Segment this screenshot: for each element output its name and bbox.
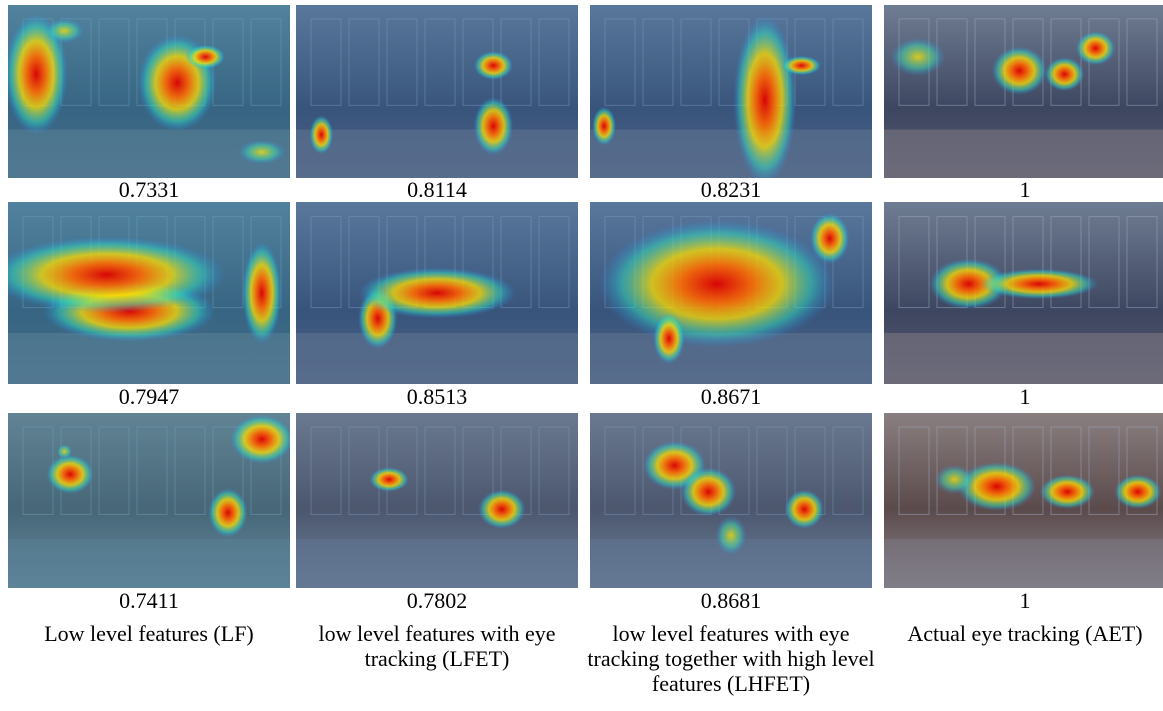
heat-blob: [57, 444, 73, 459]
column-caption: low level features with eye tracking (LF…: [292, 621, 582, 671]
heat-blob: [715, 516, 747, 555]
heat-blob: [474, 51, 513, 80]
column-caption: Actual eye tracking (AET): [880, 621, 1163, 646]
heat-blob: [310, 115, 334, 154]
heat-blob: [478, 490, 525, 529]
score: 1: [884, 385, 1163, 409]
ground: [884, 539, 1163, 588]
heat-blob: [598, 220, 835, 347]
figure: {"rows": [ {"scores": [0.7331, 0.8114, 0…: [0, 0, 1163, 711]
column-caption: low level features with eye tracking tog…: [586, 621, 876, 696]
saliency-image: [296, 413, 578, 588]
heat-blob: [186, 45, 225, 69]
ground: [884, 130, 1163, 178]
saliency-image: [8, 202, 290, 384]
overlay: [296, 5, 578, 178]
overlay: [590, 5, 872, 178]
heat-blob: [238, 140, 285, 164]
heat-blob: [733, 15, 796, 178]
score: 0.7802: [296, 589, 578, 613]
score: 0.7411: [8, 589, 290, 613]
saliency-image: [8, 5, 290, 178]
heat-blob: [890, 38, 945, 77]
saliency-image: [8, 413, 290, 588]
heat-blob: [681, 467, 736, 516]
heat-blob: [358, 268, 516, 319]
saliency-image: [884, 5, 1163, 178]
heat-blob: [1114, 475, 1161, 509]
score: 1: [884, 178, 1163, 202]
score: 0.7331: [8, 178, 290, 202]
overlay: [296, 413, 578, 588]
heat-blob: [653, 313, 685, 364]
score: 0.8231: [590, 178, 872, 202]
heat-blob: [785, 490, 824, 529]
score: 0.8114: [296, 178, 578, 202]
saliency-image: [590, 413, 872, 588]
heat-blob: [992, 47, 1047, 95]
saliency-image: [296, 202, 578, 384]
saliency-image: [590, 5, 872, 178]
heat-blob: [592, 107, 616, 146]
heat-blob: [935, 465, 974, 494]
score: 0.7947: [8, 385, 290, 409]
heat-blob: [980, 269, 1098, 300]
heat-blob: [1045, 57, 1084, 91]
ground: [884, 333, 1163, 384]
heat-blob: [46, 455, 93, 494]
heat-blob: [1040, 475, 1095, 509]
heat-blob: [369, 467, 408, 492]
heat-blob: [45, 19, 84, 43]
score: 0.8513: [296, 385, 578, 409]
heat-blob: [810, 213, 849, 264]
saliency-image: [590, 202, 872, 384]
heat-blob: [208, 488, 247, 537]
heat-blob: [242, 242, 281, 344]
score: 0.8671: [590, 385, 872, 409]
score: 1: [884, 589, 1163, 613]
heat-blob: [782, 56, 821, 75]
saliency-image: [884, 202, 1163, 384]
score: 0.8681: [590, 589, 872, 613]
heat-blob: [1076, 31, 1115, 65]
saliency-image: [296, 5, 578, 178]
saliency-image: [884, 413, 1163, 588]
column-caption: Low level features (LF): [4, 621, 294, 646]
heat-blob: [474, 97, 513, 155]
